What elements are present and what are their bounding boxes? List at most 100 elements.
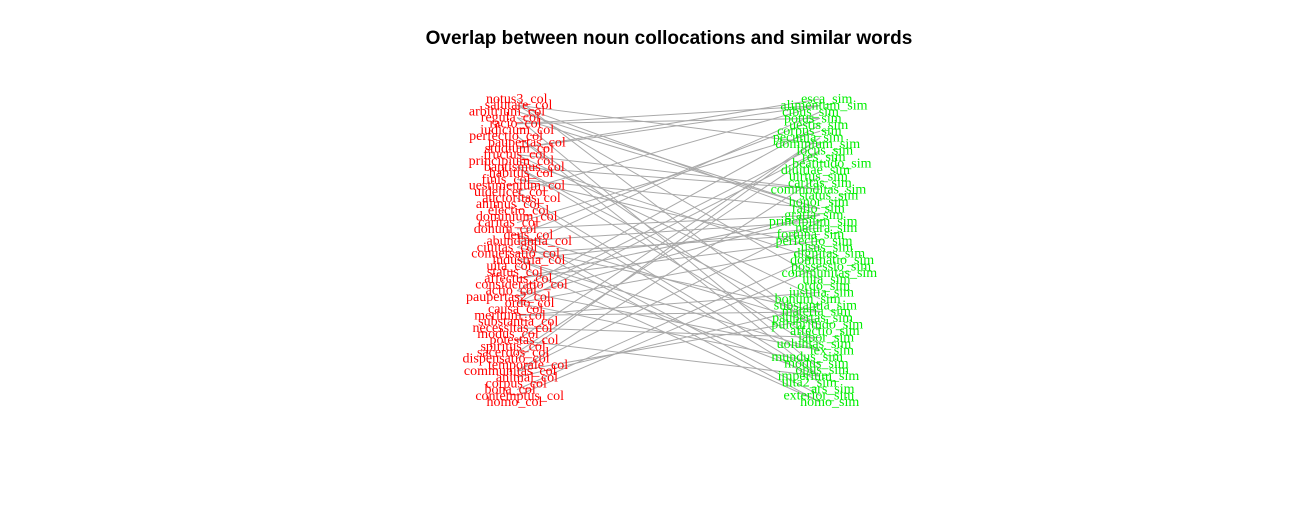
node-label: conuersatio_col [471, 247, 560, 262]
edge [516, 154, 821, 190]
node-label: notus3_col [486, 92, 548, 107]
node-label: temporale_col [488, 358, 568, 373]
node-label: corpus_col [486, 376, 548, 391]
node-label: uestimentum_col [469, 179, 566, 194]
node-label: regula_col [481, 111, 540, 126]
node-label: affectus_col [484, 271, 552, 286]
edge [516, 104, 821, 216]
node-label: beatitudo_sim [792, 156, 871, 171]
node-label: paupertas2_col [466, 290, 551, 305]
edge [516, 143, 821, 298]
node-label: affectio_sim [790, 324, 860, 339]
node-label: imperium_sim [778, 369, 860, 384]
edge [516, 327, 821, 339]
node-label: dispensatio_col [463, 352, 550, 367]
edge [516, 234, 821, 396]
node-label: homo_sim [800, 395, 859, 410]
edge [516, 259, 821, 351]
node-label: usus_sim [801, 240, 853, 255]
node-label: uestis_sim [789, 118, 848, 133]
edge [516, 98, 821, 332]
node-label: bonum_sim [775, 292, 841, 307]
node-label: modus_sim [784, 356, 849, 371]
edge [516, 246, 821, 313]
node-label: uoluntas_sim [777, 337, 852, 352]
node-label: electio_col [488, 203, 550, 218]
node-label: homo_col [486, 395, 542, 410]
node-label: spiritus_col [480, 339, 545, 354]
node-label: uita_sim [802, 273, 850, 288]
node-label: status_sim [799, 189, 858, 204]
edge [516, 317, 821, 372]
node-label: materia_sim [782, 305, 851, 320]
edge [516, 339, 821, 377]
node-label: potus_sim [784, 111, 842, 126]
edge [516, 104, 821, 280]
node-label: mundus_sim [771, 350, 843, 365]
edge [516, 253, 821, 391]
node-label: principium_sim [769, 214, 858, 229]
node-label: contemptus_col [475, 389, 564, 404]
edge [516, 137, 821, 360]
edges-layer [516, 98, 821, 403]
edge [516, 214, 821, 230]
edge [516, 124, 821, 292]
node-label: perfectio_sim [776, 234, 853, 249]
node-label: uita_col [486, 259, 531, 274]
node-label: possessio_sim [791, 260, 871, 275]
node-label: dominium_col [476, 209, 558, 224]
edge [516, 246, 821, 304]
edge [516, 166, 821, 351]
edge [516, 150, 821, 353]
edge [516, 265, 821, 403]
collocation-nodes: notus3_colsalutare_colarbitrium_colregul… [463, 92, 573, 410]
edge [516, 178, 821, 210]
edge [516, 291, 821, 316]
edge [516, 302, 821, 364]
node-label: res_sim [802, 150, 846, 165]
edge [516, 214, 821, 279]
node-label: paupertas_col [488, 135, 566, 150]
node-label: donum_col [474, 222, 537, 237]
edge [516, 240, 821, 279]
edge [516, 154, 821, 300]
node-label: ordo_sim [797, 279, 850, 294]
node-label: iudicium_col [480, 123, 554, 138]
node-label: principium_col [469, 154, 555, 169]
node-label: fructus_col [483, 148, 546, 163]
node-label: diuitiae_sim [781, 163, 850, 178]
node-label: exterior_sim [783, 389, 854, 404]
node-label: uirtus_sim [789, 169, 848, 184]
edge [516, 98, 821, 149]
node-label: modus_col [477, 327, 539, 342]
node-label: communitas_sim [782, 266, 878, 281]
node-label: dominium_sim [775, 137, 860, 152]
node-label: salutare_col [485, 98, 553, 113]
edge [516, 104, 821, 193]
node-label: uidelicet_col [474, 185, 546, 200]
node-label: honor_sim [789, 195, 849, 210]
node-label: communitas_col [464, 364, 557, 379]
edge [516, 191, 821, 377]
node-label: pulchritudo_sim [771, 318, 863, 333]
node-label: esca_sim [801, 92, 852, 107]
node-label: potestas_col [489, 333, 558, 348]
similar-word-nodes: esca_simalimentum_simcibus_simpotus_simu… [769, 92, 877, 410]
edge [516, 104, 821, 125]
edge [516, 304, 821, 378]
node-label: consideratio_col [475, 278, 568, 293]
node-label: caritas_sim [788, 176, 852, 191]
node-label: gratia_sim [784, 208, 843, 223]
node-label: habitus_col [489, 166, 554, 181]
node-label: opus_sim [795, 363, 849, 378]
node-label: causa_col [488, 302, 543, 317]
node-label: animal_col [496, 370, 558, 385]
node-label: caritas_col [478, 216, 539, 231]
node-label: substantia_sim [774, 298, 857, 313]
node-label: pecunia_sim [773, 131, 844, 146]
node-label: arbitrium_col [469, 104, 545, 119]
node-label: auctoritas_col [482, 191, 561, 206]
edge [516, 175, 821, 372]
node-label: racio_col [489, 117, 541, 132]
